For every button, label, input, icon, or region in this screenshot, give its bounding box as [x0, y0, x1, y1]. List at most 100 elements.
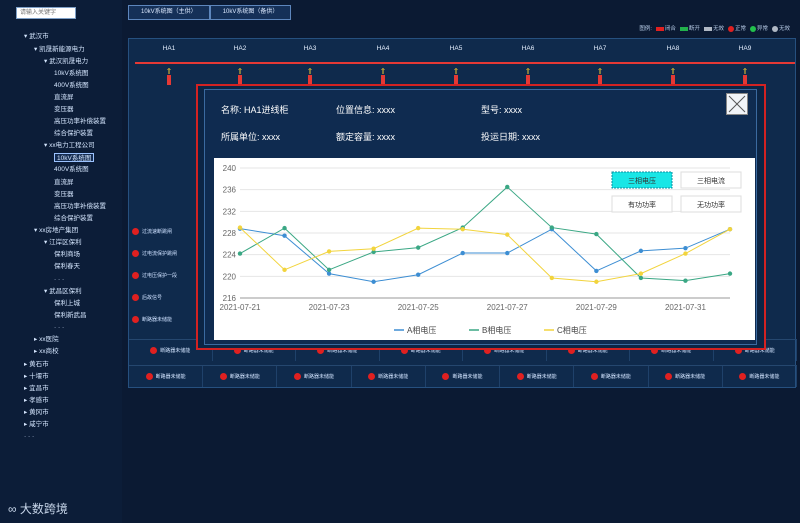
chevron-right-icon[interactable]: ▸ [24, 385, 30, 392]
breaker-symbol[interactable] [238, 75, 242, 85]
chart-metric-button[interactable]: 无功功率 [680, 195, 742, 213]
voltage-chart: 216 220 224 228 232 236 240 2021-07-21 2021-07-2… [214, 158, 755, 340]
tree-item[interactable]: · · · [54, 275, 64, 284]
tree-item[interactable]: ▾ xx电力工程公司 [44, 141, 95, 150]
tree-item[interactable]: 综合保护装置 [54, 214, 93, 223]
tree-item[interactable]: 保利新武昌 [54, 311, 87, 320]
status-dot-icon [590, 373, 598, 380]
chevron-down-icon[interactable]: ▾ [44, 142, 50, 149]
feed-arrow-icon: ⇑ [236, 67, 244, 76]
chart-metric-button[interactable]: 三相电流 [680, 171, 742, 189]
tree-item-label: 直流屏 [54, 94, 74, 101]
tree-item[interactable]: 保利上城 [54, 299, 80, 308]
tree-item[interactable]: 10kV系统图 [54, 69, 88, 78]
tree-item[interactable]: ▸ 孝感市 [24, 396, 49, 405]
data-point [282, 225, 287, 231]
chevron-down-icon[interactable]: ▾ [44, 288, 50, 295]
cabinet-label[interactable]: HA5 [449, 45, 463, 52]
breaker-symbol[interactable] [671, 75, 675, 85]
data-point [594, 268, 599, 274]
tab-main-supply[interactable]: 10kV系统图（主供） [128, 5, 210, 20]
tab-bar: 10kV系统图（主供） 10kV系统图（备供） [128, 5, 292, 20]
chevron-right-icon[interactable]: ▸ [24, 373, 30, 380]
chevron-down-icon[interactable]: ▾ [24, 33, 30, 40]
chevron-right-icon[interactable]: ▸ [24, 397, 30, 404]
busbar [135, 62, 795, 64]
chevron-down-icon[interactable]: ▾ [44, 239, 50, 246]
chevron-right-icon[interactable]: ▸ [24, 409, 30, 416]
switch-swatch-icon [703, 26, 712, 31]
status-dot-icon [132, 228, 139, 235]
breaker-symbol[interactable] [381, 75, 385, 85]
status-dot-icon [739, 373, 747, 380]
tree-item[interactable]: ▾ xx房地产集团 [34, 226, 78, 235]
tree-item[interactable]: ▸ 宜昌市 [24, 384, 49, 393]
tree-item[interactable]: 10kV系统图 [54, 153, 95, 162]
tree-item[interactable]: 保利商场 [54, 250, 80, 259]
chevron-right-icon[interactable]: ▸ [24, 421, 30, 428]
tree-item[interactable]: 综合保护装置 [54, 129, 93, 138]
svg-text:无功功率: 无功功率 [697, 200, 725, 209]
tree-item[interactable]: 保利春天 [54, 262, 80, 271]
status-row-2: 断路器未储能 断路器未储能 断路器未储能 断路器未储能 断路器未储能 断路器未储能 断路器未… [129, 365, 797, 387]
cabinet-label[interactable]: HA9 [738, 45, 752, 52]
tree-item-label: · · · [24, 433, 35, 440]
tree-item[interactable]: ▸ 黄冈市 [24, 408, 49, 417]
tree-item[interactable]: 直流屏 [54, 178, 74, 187]
tree-item[interactable]: 变压器 [54, 190, 74, 199]
tree-item[interactable]: ▸ xx医院 [34, 335, 59, 344]
search-input[interactable] [16, 7, 76, 19]
feed-arrow-icon: ⇑ [524, 67, 532, 76]
breaker-symbol[interactable] [167, 75, 171, 85]
feed-arrow-icon: ⇑ [596, 67, 604, 76]
tree-item[interactable]: 高压功率补偿装置 [54, 117, 106, 126]
tree-item[interactable]: ▾ 武汉凯晟电力 [44, 57, 88, 66]
breaker-symbol[interactable] [308, 75, 312, 85]
feed-arrow-icon: ⇑ [306, 67, 314, 76]
chevron-right-icon[interactable]: ▸ [34, 348, 40, 355]
status-dot-icon [651, 347, 659, 354]
cabinet-label[interactable]: HA3 [303, 45, 317, 52]
tree-item[interactable]: 高压功率补偿装置 [54, 202, 106, 211]
tree-item[interactable]: 400V系统图 [54, 81, 89, 90]
tree-item[interactable]: ▾ 武汉市 [24, 32, 49, 41]
chart-metric-button[interactable]: 三相电压 [611, 171, 673, 189]
close-button[interactable] [726, 93, 748, 115]
cabinet-label[interactable]: HA1 [162, 45, 176, 52]
chevron-right-icon[interactable]: ▸ [24, 361, 30, 368]
chevron-down-icon[interactable]: ▾ [44, 58, 50, 65]
tree-item[interactable]: · · · [54, 323, 64, 332]
capacity-info: 额定容量: xxxx [336, 132, 396, 142]
cabinet-label[interactable]: HA8 [666, 45, 680, 52]
tree-item[interactable]: ▾ 江岸区保利 [44, 238, 82, 247]
tree-item[interactable]: 直流屏 [54, 93, 74, 102]
tree-item[interactable]: ▾ 凯晟新能源电力 [34, 45, 85, 54]
chevron-down-icon[interactable]: ▾ [34, 227, 40, 234]
status-dot-icon [665, 373, 673, 380]
tree-item[interactable]: 变压器 [54, 105, 74, 114]
tree-item-label: 凯晟新能源电力 [39, 46, 85, 53]
tree-item[interactable]: ▾ 武昌区保利 [44, 287, 82, 296]
tree-item[interactable]: ▸ 咸宁市 [24, 420, 49, 429]
chart-metric-button[interactable]: 有功功率 [611, 195, 673, 213]
cabinet-label[interactable]: HA7 [593, 45, 607, 52]
status-dot-icon [132, 250, 139, 257]
chevron-down-icon[interactable]: ▾ [34, 46, 40, 53]
tree-item-label: xx医院 [39, 336, 59, 343]
data-point [371, 279, 376, 284]
tree-item[interactable]: 400V系统图 [54, 165, 89, 174]
tree-item[interactable]: ▸ 黄石市 [24, 360, 49, 369]
chevron-right-icon[interactable]: ▸ [34, 336, 40, 343]
breaker-symbol[interactable] [598, 75, 602, 85]
breaker-symbol[interactable] [526, 75, 530, 85]
cabinet-label[interactable]: HA6 [521, 45, 535, 52]
breaker-symbol[interactable] [454, 75, 458, 85]
breaker-symbol[interactable] [743, 75, 747, 85]
cabinet-label[interactable]: HA4 [376, 45, 390, 52]
tree-item[interactable]: · · · [24, 432, 34, 441]
tree-item[interactable]: ▸ xx商校 [34, 347, 59, 356]
cabinet-label[interactable]: HA2 [233, 45, 247, 52]
status-cell: 断路器未储能 [649, 366, 723, 387]
tab-backup-supply[interactable]: 10kV系统图（备供） [209, 5, 292, 20]
tree-item[interactable]: ▸ 十堰市 [24, 372, 49, 381]
